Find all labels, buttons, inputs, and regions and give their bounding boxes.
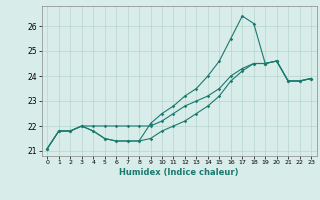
- X-axis label: Humidex (Indice chaleur): Humidex (Indice chaleur): [119, 168, 239, 177]
